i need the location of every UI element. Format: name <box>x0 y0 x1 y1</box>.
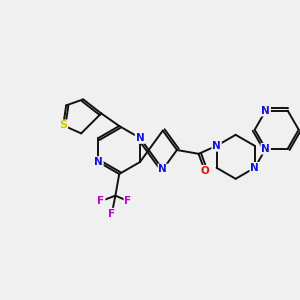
Text: N: N <box>158 164 167 174</box>
Text: F: F <box>98 196 105 206</box>
Text: S: S <box>59 120 67 130</box>
Text: N: N <box>261 144 270 154</box>
Text: N: N <box>212 141 221 151</box>
Text: F: F <box>108 209 116 219</box>
Text: N: N <box>94 157 103 167</box>
Text: F: F <box>124 196 132 206</box>
Text: O: O <box>200 166 209 176</box>
Text: N: N <box>136 133 144 143</box>
Text: N: N <box>261 106 270 116</box>
Text: N: N <box>250 163 259 173</box>
